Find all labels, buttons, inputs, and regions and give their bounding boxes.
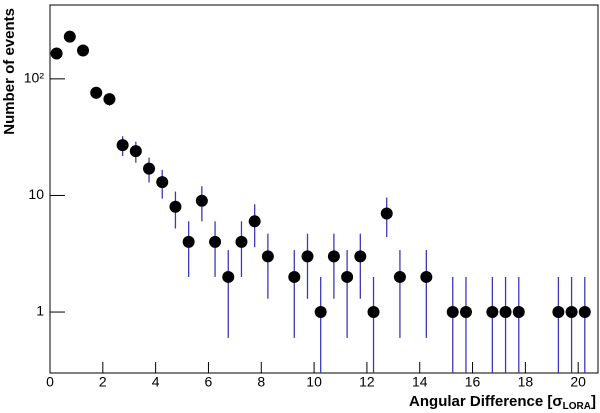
y-axis-label: Number of events [1, 8, 18, 135]
x-label-end: ] [591, 393, 596, 410]
data-point [63, 30, 76, 43]
x-tick-label: 16 [465, 374, 481, 390]
x-tick-label: 14 [412, 374, 428, 390]
x-tick-label: 20 [570, 374, 586, 390]
data-point [195, 194, 208, 207]
data-point [222, 270, 235, 283]
data-point [367, 306, 380, 319]
x-tick-label: 10 [306, 374, 322, 390]
x-tick-label: 2 [99, 374, 107, 390]
plot-frame [49, 4, 599, 374]
data-point [446, 306, 459, 319]
data-point [50, 47, 63, 60]
data-point [486, 306, 499, 319]
data-point [129, 145, 142, 158]
data-point [143, 162, 156, 175]
data-point [261, 250, 274, 263]
x-axis-label: Angular Difference [σLORA] [409, 393, 596, 412]
x-label-main: Angular Difference [σ [409, 393, 563, 410]
x-tick-label: 4 [152, 374, 160, 390]
data-point [341, 270, 354, 283]
data-point [288, 270, 301, 283]
data-point [301, 250, 314, 263]
x-tick-label: 18 [518, 374, 534, 390]
x-tick-label: 6 [205, 374, 213, 390]
data-point [77, 44, 90, 57]
data-point [512, 306, 525, 319]
data-point [169, 200, 182, 213]
data-point [578, 306, 591, 319]
data-point [459, 306, 472, 319]
x-tick-label: 0 [46, 374, 54, 390]
x-tick-label: 12 [359, 374, 375, 390]
data-point [209, 235, 222, 248]
data-point [499, 306, 512, 319]
data-point [420, 270, 433, 283]
data-point [156, 176, 169, 189]
data-point [327, 250, 340, 263]
data-point [380, 207, 393, 220]
data-point [182, 235, 195, 248]
data-point [552, 306, 565, 319]
data-point [103, 93, 116, 106]
y-tick-label: 10² [24, 70, 45, 86]
x-label-sub: LORA [563, 401, 591, 412]
data-point [314, 306, 327, 319]
x-tick-label: 8 [257, 374, 265, 390]
y-tick-label: 10 [28, 186, 44, 202]
data-point [248, 215, 261, 228]
data-point [90, 86, 103, 99]
data-point [565, 306, 578, 319]
data-point [235, 235, 248, 248]
y-tick-label: 1 [36, 303, 44, 319]
data-point [116, 139, 129, 152]
data-point [354, 250, 367, 263]
data-point [393, 270, 406, 283]
